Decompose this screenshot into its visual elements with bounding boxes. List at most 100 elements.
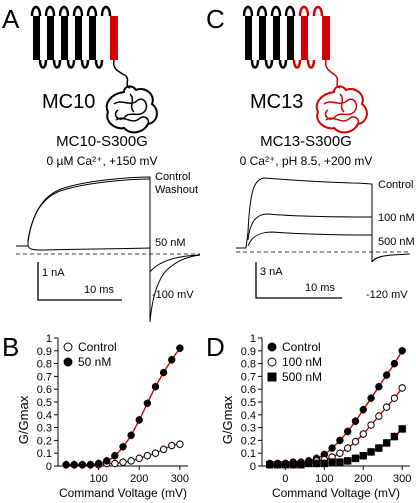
chartd-point-0 (367, 394, 375, 402)
chartb-point-0 (135, 454, 143, 463)
chartd-point-2 (375, 444, 383, 452)
chartb-point-1 (168, 356, 176, 364)
tail-voltage-a: -100 mV (152, 289, 194, 301)
chartd-y-tick-label: 0.2 (241, 435, 256, 447)
chartb-point-1 (176, 344, 184, 352)
trace-control (16, 176, 201, 323)
chartd-point-2 (343, 457, 352, 465)
chartd-y-tick-label: 1 (250, 333, 256, 345)
chartb-point-1 (86, 461, 95, 469)
chartd-point-0 (328, 444, 336, 452)
chartd-x-tick-label: 200 (354, 473, 372, 485)
chartb-point-0 (127, 457, 135, 465)
chartb-x-tick-label: 100 (89, 473, 107, 485)
chartd-point-1 (382, 403, 391, 411)
chartd-point-2 (312, 459, 321, 468)
trace-washout (27, 178, 151, 243)
chartb-point-0 (168, 441, 176, 450)
panel-c-current-traces: Control 100 nM 500 nM (236, 177, 415, 263)
chartb-point-1 (103, 457, 111, 465)
chartb-y-tick-label: 0.6 (37, 384, 52, 396)
trace-control-c (236, 177, 411, 263)
chartd-point-2 (320, 459, 329, 468)
chartd-point-0 (343, 427, 352, 436)
chartb-point-1 (151, 382, 160, 391)
chartd-point-2 (328, 458, 336, 466)
chartd-point-0 (351, 417, 360, 425)
chartb-x-axis-label: Command Voltage (mV) (59, 486, 187, 500)
chartd-point-0 (359, 405, 367, 414)
chartd-y-tick-label: 0.1 (241, 448, 256, 460)
chartd-legend-marker-2 (267, 372, 277, 382)
chartd-point-2 (289, 461, 297, 469)
panel-c-conditions: 0 Ca²⁺, pH 8.5, +200 mV (240, 154, 373, 168)
chartb-legend-label-0: Control (78, 340, 117, 354)
tail-voltage-c: -120 mV (366, 289, 408, 301)
label-50nm-a: 50 nM (155, 237, 186, 249)
scale-current-a: 1 nA (42, 267, 65, 279)
chartd-point-1 (351, 437, 360, 446)
chartd-point-0 (390, 359, 399, 368)
chartd-y-tick-label: 0.6 (241, 384, 256, 396)
chartb-point-1 (127, 431, 135, 439)
chartb-point-0 (119, 458, 127, 466)
chartb-y-tick-label: 1 (46, 333, 52, 345)
chartb-point-0 (176, 440, 184, 448)
chartb-y-tick-label: 0.5 (37, 397, 52, 409)
chartd-legend-label-2: 500 nM (282, 370, 322, 384)
chartd-legend-label-1: 100 nM (282, 355, 322, 369)
label-control-a: Control (155, 171, 190, 183)
panel-a-scale-bar: 1 nA 10 ms (37, 262, 122, 301)
chartb-point-1 (62, 461, 70, 469)
chartb-y-tick-label: 0.8 (37, 359, 52, 371)
scale-time-a: 10 ms (84, 284, 114, 296)
trace-500nm-c (247, 231, 373, 256)
chartd-x-tick-label: 0 (282, 473, 288, 485)
chartd-y-tick-label: 0.8 (241, 359, 256, 371)
panel-a-current-traces: Control Washout 50 nM (16, 171, 201, 323)
chartb-y-tick-label: 0.4 (37, 410, 52, 422)
panel-c-letter: C (206, 4, 225, 34)
chartd-point-0 (398, 347, 406, 355)
chartd-point-1 (390, 394, 399, 402)
label-500nm-c: 500 nM (378, 236, 415, 248)
chartd-point-2 (305, 459, 313, 468)
construct-label-mc10: MC10 (42, 91, 95, 113)
chartd-y-tick-label: 0.3 (241, 423, 256, 435)
panel-a-letter: A (2, 4, 20, 34)
chartb-point-1 (135, 416, 143, 424)
chartd-point-2 (281, 461, 290, 469)
chartd-legend-marker-1 (267, 357, 277, 367)
chartb-point-0 (143, 452, 152, 460)
chartb-y-axis-label: G/Gmax (16, 395, 31, 444)
chartd-legend-marker-0 (267, 342, 277, 352)
scale-time-c: 10 ms (305, 282, 335, 294)
chartd-y-tick-label: 0.9 (241, 346, 256, 358)
chartb-point-0 (111, 459, 119, 468)
chartb-point-1 (78, 461, 87, 469)
chartd-point-1 (367, 421, 375, 429)
chartd-x-tick-label: 300 (393, 473, 411, 485)
chartb-y-tick-label: 0.3 (37, 423, 52, 435)
chartd-y-tick-label: 0 (250, 461, 256, 473)
chartb-y-tick-label: 0.7 (37, 371, 52, 383)
chartd-point-2 (297, 461, 305, 469)
chartb-y-tick-label: 0.2 (37, 435, 52, 447)
chartb-point-1 (94, 459, 103, 468)
chartb-y-tick-label: 0.1 (37, 448, 52, 460)
chartb-y-tick-label: 0 (46, 461, 52, 473)
chart-d: 00.10.20.30.40.50.60.70.80.910 100 200 300C… (220, 333, 411, 500)
panel-a: A MC10 MC10-S300G 0 µM Ca²⁺, +150 mV Con… (2, 4, 201, 323)
chartd-y-tick-label: 0.5 (241, 397, 256, 409)
chartb-point-1 (143, 399, 152, 407)
chartd-point-1 (375, 412, 383, 420)
chartb-point-0 (151, 449, 160, 457)
chartb-legend-label-1: 50 nM (78, 355, 111, 369)
scale-current-c: 3 nA (260, 266, 283, 278)
chartb-legend-marker-0 (63, 342, 73, 352)
label-100nm-c: 100 nM (378, 212, 415, 224)
chartb-y-tick-label: 0.9 (37, 346, 52, 358)
panel-c-title: MC13-S300G (260, 133, 352, 150)
chartd-point-0 (336, 436, 344, 445)
